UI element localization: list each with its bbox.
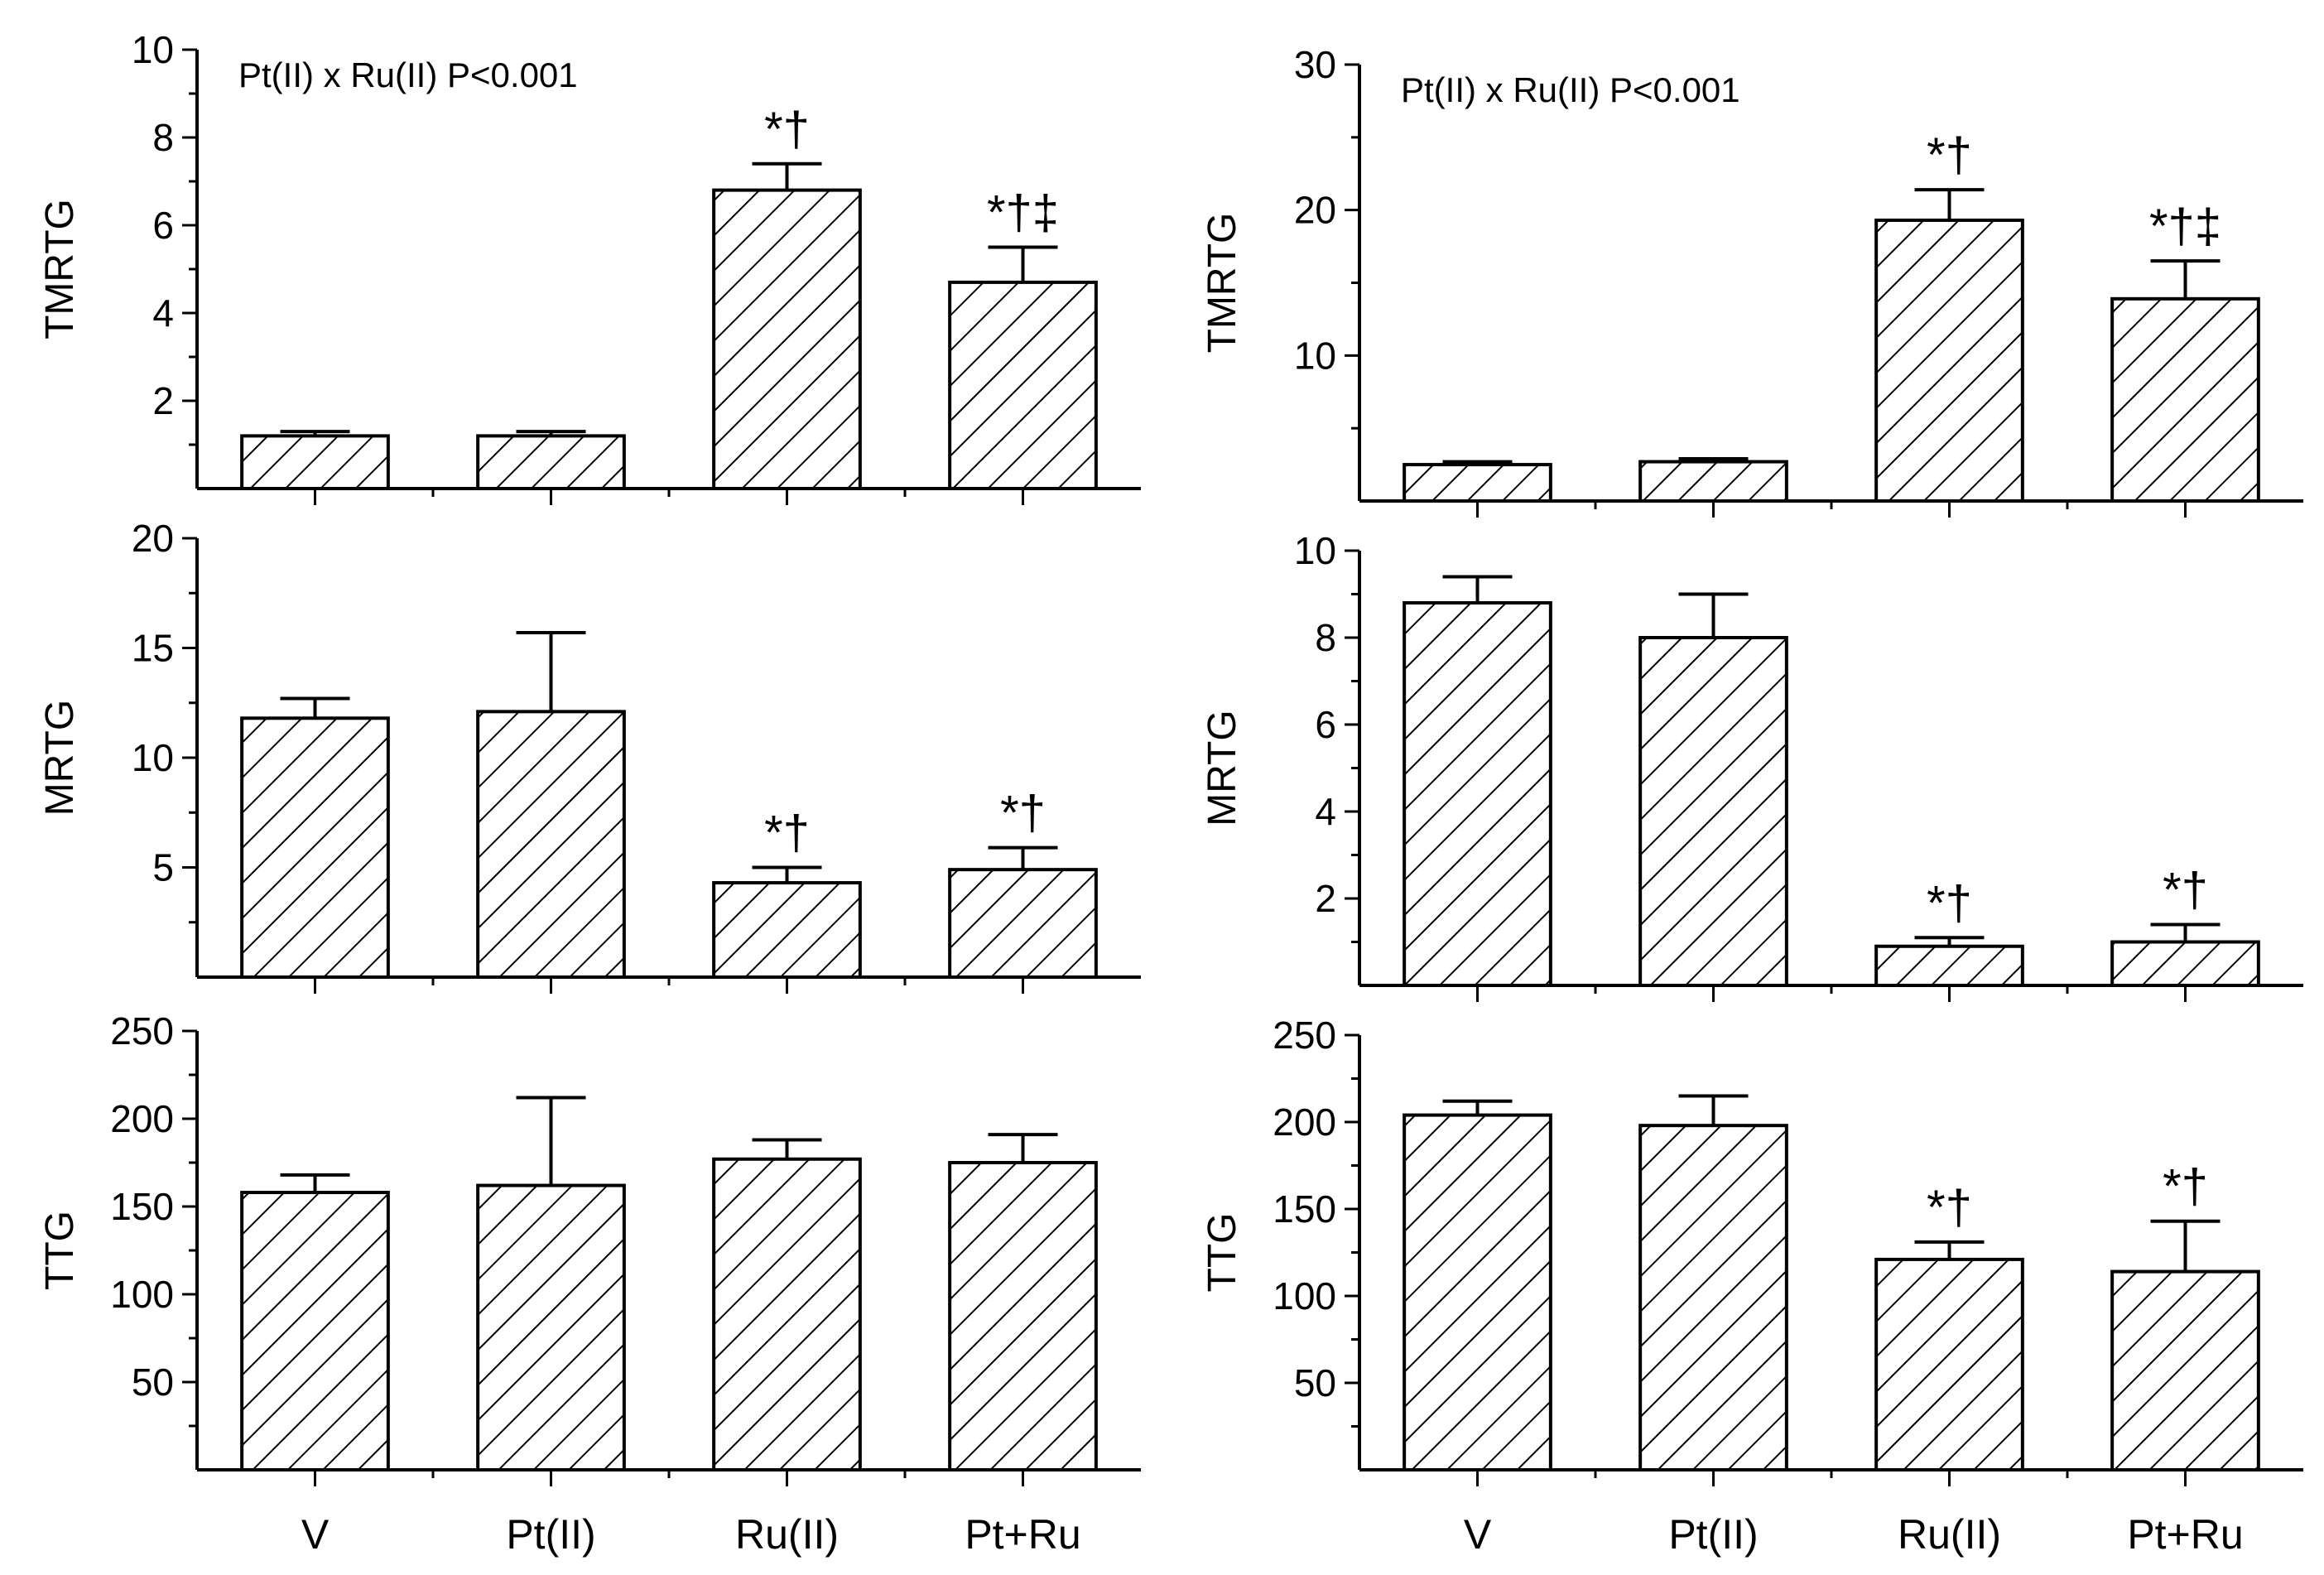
y-axis-label: TMRTG [38, 199, 82, 340]
bar-pt-ii- [476, 1183, 626, 1472]
interaction-annotation: Pt(II) x Ru(II) P<0.001 [238, 55, 578, 94]
bar-pt-ru [2110, 296, 2260, 503]
x-tick-label: Pt+Ru [2127, 1511, 2243, 1558]
bar-v [240, 716, 390, 979]
y-tick-label: 15 [132, 627, 174, 670]
bar-ru-ii- [1874, 1257, 2024, 1472]
bar-pt-ru [948, 1161, 1098, 1471]
y-tick-label: 150 [110, 1185, 174, 1228]
bar-ru-ii- [1874, 218, 2024, 503]
y-tick-label: 100 [1273, 1274, 1336, 1317]
significance-label: *† [764, 103, 810, 157]
x-tick-label: V [1464, 1511, 1492, 1558]
chart-panel-4: 10 20 30 TMRTG *† *†‡ Pt(II) x Ru(II) P<0.001 [1200, 43, 2303, 518]
x-tick-label: Pt(II) [506, 1511, 595, 1558]
bar-pt-ru [948, 280, 1098, 490]
y-tick-label: 8 [152, 116, 174, 159]
bar-v [1403, 601, 1552, 987]
y-tick-label: 20 [132, 517, 174, 560]
y-tick-label: 6 [1315, 703, 1336, 746]
y-tick-label: 6 [152, 204, 174, 247]
y-axis-label: MRTG [1200, 710, 1244, 826]
y-axis-label: TMRTG [1200, 213, 1244, 354]
y-tick-label: 200 [110, 1097, 174, 1140]
chart-panel-3: 50 100 150 200 250 TTG V Pt(II) Ru(II) Pt+Ru [38, 1009, 1141, 1558]
bar-v [240, 1191, 390, 1472]
y-tick-label: 2 [152, 379, 174, 422]
x-tick-label: Ru(II) [1898, 1511, 2001, 1558]
bar-pt-ru [2110, 940, 2260, 987]
significance-label: *†‡ [987, 186, 1059, 240]
y-axis-label: MRTG [38, 700, 82, 816]
bar-pt-ii- [1638, 460, 1788, 503]
significance-label: *†‡ [2149, 200, 2221, 253]
bar-v [1403, 1113, 1552, 1471]
y-axis-label: TTG [38, 1211, 82, 1290]
y-axis-label: TTG [1200, 1213, 1244, 1293]
bar-pt-ru [2110, 1269, 2260, 1471]
x-tick-label: Pt(II) [1668, 1511, 1758, 1558]
bar-v [1403, 463, 1552, 503]
chart-panel-1: 2 4 6 8 10 TMRTG *† *†‡ Pt(II) x Ru(II) P<0.001 [38, 28, 1141, 505]
y-tick-label: 4 [1315, 790, 1336, 833]
y-tick-label: 150 [1273, 1187, 1336, 1231]
y-tick-label: 4 [152, 291, 174, 335]
y-tick-label: 100 [110, 1273, 174, 1316]
bar-ru-ii- [712, 1157, 862, 1471]
y-tick-label: 50 [1294, 1361, 1336, 1404]
significance-label: *† [1927, 876, 1972, 930]
significance-label: *† [1927, 128, 1972, 182]
bar-ru-ii- [712, 881, 862, 980]
bar-pt-ii- [476, 710, 626, 979]
bar-ru-ii- [1874, 944, 2024, 987]
bar-ru-ii- [712, 188, 862, 490]
y-tick-label: 20 [1294, 189, 1336, 232]
y-tick-label: 10 [132, 736, 174, 779]
chart-panel-5: 2 4 6 8 10 MRTG *† *† [1200, 529, 2303, 1002]
significance-label: *† [2163, 1160, 2208, 1214]
y-tick-label: 200 [1273, 1101, 1336, 1144]
chart-panel-2: 5 10 15 20 MRTG *† *† [38, 517, 1141, 994]
y-tick-label: 8 [1315, 616, 1336, 659]
bar-pt-ii- [476, 434, 626, 491]
bar-pt-ii- [1638, 636, 1788, 987]
interaction-annotation: Pt(II) x Ru(II) P<0.001 [1401, 70, 1740, 109]
y-tick-label: 10 [132, 28, 174, 71]
x-tick-label: Pt+Ru [965, 1511, 1080, 1558]
chart-panel-6: 50 100 150 200 250 TTG V Pt(II) *† Ru(II) *† Pt+Ru [1200, 1014, 2303, 1558]
x-tick-label: Ru(II) [735, 1511, 839, 1558]
bar-pt-ii- [1638, 1124, 1788, 1471]
significance-label: *† [2163, 864, 2208, 918]
y-tick-label: 30 [1294, 43, 1336, 86]
y-tick-label: 2 [1315, 877, 1336, 920]
y-tick-label: 10 [1294, 529, 1336, 572]
significance-label: *† [764, 807, 810, 860]
y-tick-label: 50 [132, 1361, 174, 1404]
y-tick-label: 10 [1294, 334, 1336, 377]
y-tick-label: 250 [110, 1009, 174, 1052]
bar-v [240, 434, 390, 491]
y-tick-label: 250 [1273, 1014, 1336, 1057]
x-tick-label: V [301, 1511, 330, 1558]
significance-label: *† [1000, 787, 1046, 840]
significance-label: *† [1927, 1181, 1972, 1235]
bar-pt-ru [948, 868, 1098, 980]
y-tick-label: 5 [152, 846, 174, 889]
